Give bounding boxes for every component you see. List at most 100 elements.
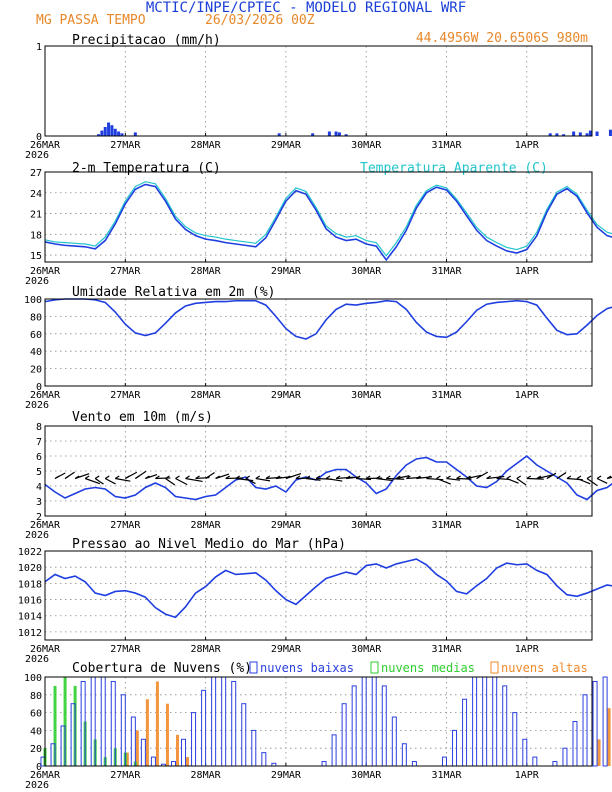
precip-bar (595, 131, 599, 136)
wind-arrow (225, 477, 243, 480)
cloud-bar-low (261, 752, 267, 767)
temp-ytick-label: 15 (30, 251, 42, 262)
wind-arrow (175, 477, 188, 486)
cloud-bar-low (482, 676, 488, 767)
precip-bar (100, 130, 104, 136)
clouds-xtick-label: 1APR (515, 770, 540, 781)
precip-bar (117, 131, 121, 136)
clouds-ytick-label: 80 (30, 691, 42, 702)
wind-arrow (376, 477, 393, 482)
clouds-ytick-label: 20 (30, 744, 42, 755)
temp-xtick-label: 31MAR (431, 266, 462, 277)
wind-arrow-head (235, 475, 241, 480)
wind-arrow-head (556, 475, 562, 480)
wind-arrow-head (546, 475, 552, 480)
wind-arrow (386, 477, 405, 480)
precip-bar (107, 122, 111, 136)
pressure-xtick-label: 30MAR (351, 644, 382, 655)
wind-arrow (165, 478, 176, 486)
wind-arrow-head (245, 475, 251, 480)
cloud-bar-high (597, 739, 601, 766)
precip-bar (334, 131, 338, 136)
cloud-bar-low (442, 756, 447, 767)
wind-arrow-head (84, 475, 90, 480)
wind-arrow-head (225, 475, 230, 480)
cloud-bar-high (135, 730, 139, 766)
clouds-xtick-label: 29MAR (271, 770, 302, 781)
pressure-xtick-label: 1APR (515, 644, 540, 655)
cloud-bar-mid (63, 677, 67, 766)
header-coords: 44.4956W 20.6506S 980m (416, 31, 588, 46)
wind-arrow (305, 477, 321, 481)
wind-arrow-head (596, 475, 602, 480)
header-location: MG PASSA TEMPO (36, 13, 146, 28)
wind-panel: 2 3 4 5 6 7 8 26MAR 27MAR 28MAR 29MAR 30MAR 31MAR 1AP… (25, 422, 612, 541)
wind-arrow-head (586, 475, 592, 480)
pressure-panel: 1012 1014 1016 1018 1020 1022 26MAR 27MAR 28MAR 2… (18, 547, 612, 665)
cloud-bar-low (572, 721, 578, 767)
pressure-ytick-label: 1012 (18, 628, 42, 639)
wind-arrow-head (365, 475, 371, 480)
pressure-title: Pressao ao Nivel Medio do Mar (hPa) (72, 537, 346, 552)
cloud-bar-low (130, 716, 136, 767)
wind-arrow (526, 477, 544, 480)
wind-ytick-label: 8 (36, 422, 42, 433)
wind-ytick-label: 6 (36, 452, 42, 463)
precip-frame (44, 45, 593, 137)
rh-panel: 0 20 40 60 80 100 26MAR 27MAR 28MAR 29MAR 30MAR 31M… (24, 295, 612, 411)
wind-ytick-label: 4 (36, 482, 42, 493)
pressure-xtick-label: 26MAR (30, 644, 61, 655)
rh-frame (44, 298, 593, 387)
temp-ytick-label: 24 (30, 189, 42, 200)
wind-arrow (84, 477, 101, 485)
temp-xtick-label: 1APR (515, 266, 540, 277)
wind-arrow-head (145, 475, 150, 480)
pressure-xtick-label: 28MAR (191, 644, 222, 655)
wind-ytick-label: 7 (36, 437, 42, 448)
wind-arrow-head (426, 475, 431, 480)
temp-line-0 (44, 183, 612, 262)
pressure-ytick-label: 1016 (18, 596, 42, 607)
clouds-ytick-label: 0 (36, 762, 42, 773)
rh-xtick-label: 1APR (515, 390, 540, 401)
legend-mid-label: nuvens medias (381, 661, 475, 675)
wind-arrow-head (496, 475, 502, 480)
wind-arrow-head (576, 475, 582, 480)
cloud-bar-low (381, 685, 387, 767)
cloud-bar-low (562, 747, 568, 767)
wind-arrow-head (155, 475, 160, 480)
wind-arrow-head (606, 475, 612, 480)
wind-arrow (576, 477, 591, 485)
cloud-bar-low (351, 685, 357, 767)
pressure-xtick-label: 29MAR (271, 644, 302, 655)
rh-year-label: 2026 (25, 400, 49, 411)
precip-xtick-label: 30MAR (351, 140, 382, 151)
cloud-bar-low (341, 703, 347, 767)
precip-bar (133, 132, 137, 136)
wind-arrow (104, 477, 116, 485)
wind-arrow-head (516, 475, 522, 480)
cloud-bar-low (371, 676, 377, 767)
wind-arrow-head (54, 475, 60, 480)
cloud-bar-low (201, 689, 207, 767)
cloud-bar-low (502, 685, 508, 767)
wind-arrow (506, 477, 519, 484)
cloud-bar-low (170, 761, 176, 767)
wind-arrow-head (395, 475, 401, 480)
wind-arrow-head (385, 475, 391, 480)
wind-arrow (115, 477, 131, 482)
legend-low-label: nuvens baixas (260, 661, 354, 675)
wind-arrow (516, 478, 527, 486)
legend-high-swatch (490, 661, 499, 674)
wind-xtick-label: 30MAR (351, 520, 382, 531)
header-title: MCTIC/INPE/CPTEC - MODELO REGIONAL WRF (146, 0, 466, 16)
precip-bar (113, 128, 117, 136)
rh-ytick-label: 40 (30, 347, 42, 358)
temp-ytick-label: 18 (30, 230, 42, 241)
wind-arrow (185, 477, 203, 483)
precip-bar (585, 133, 589, 136)
cloud-bar-low (592, 680, 598, 767)
precip-bar (337, 132, 341, 136)
precip-bar (97, 134, 101, 136)
clouds-xtick-label: 30MAR (351, 770, 382, 781)
